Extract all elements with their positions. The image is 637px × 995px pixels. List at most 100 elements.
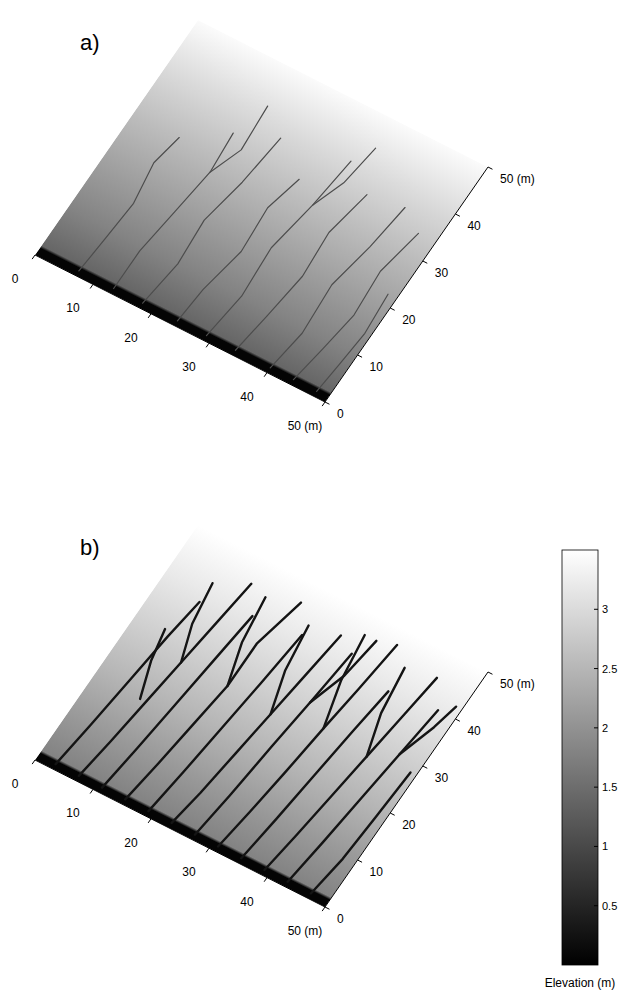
colorbar-scale <box>562 550 598 965</box>
figure: 01020304050 (m)01020304050 (m)a)01020304… <box>0 0 637 995</box>
channel <box>148 635 302 811</box>
x-tick <box>32 255 35 259</box>
y-tick-label: 10 <box>370 865 384 879</box>
x-tick-label: 50 (m) <box>288 924 323 938</box>
x-tick-label: 50 (m) <box>288 419 323 433</box>
y-tick-label: 50 (m) <box>500 172 535 186</box>
x-tick <box>206 343 209 347</box>
x-tick-label: 10 <box>66 806 80 820</box>
x-tick <box>264 373 267 377</box>
panel: 0 10 20 30 40 50 (m) 0 10 20 30 40 50 (m) a) <box>12 20 535 433</box>
x-tick-label: 20 <box>124 836 138 850</box>
y-tick <box>423 261 427 263</box>
y-tick <box>325 402 329 404</box>
x-tick <box>90 284 93 288</box>
y-tick-label: 10 <box>370 360 384 374</box>
colorbar-tick <box>594 727 598 728</box>
channel <box>195 654 352 835</box>
plot-area <box>35 20 488 402</box>
x-tick <box>322 907 325 911</box>
elevation-surface <box>35 525 488 907</box>
x-tick-label: 0 <box>12 777 19 791</box>
channel <box>313 148 376 205</box>
y-tick <box>455 214 459 216</box>
channel <box>79 138 179 271</box>
y-axis-line <box>325 167 488 402</box>
channel <box>102 616 252 788</box>
x-tick <box>206 848 209 852</box>
colorbar-tick <box>594 787 598 788</box>
y-tick-label: 40 <box>467 219 481 233</box>
y-tick <box>423 766 427 768</box>
channel <box>79 584 251 776</box>
channel <box>367 668 405 757</box>
x-tick <box>148 314 151 318</box>
y-tick-label: 20 <box>402 818 416 832</box>
y-tick <box>358 860 362 862</box>
x-tick-label: 30 <box>182 865 196 879</box>
channel <box>323 635 364 728</box>
channel <box>172 636 341 823</box>
y-tick <box>488 167 492 169</box>
channel <box>288 710 438 882</box>
x-tick-label: 40 <box>240 895 254 909</box>
x-tick <box>148 819 151 823</box>
colorbar-tick <box>594 846 598 847</box>
channel <box>317 294 388 391</box>
colorbar-tick-label: 2.5 <box>602 663 617 675</box>
y-tick-label: 30 <box>435 266 449 280</box>
y-tick-label: 40 <box>467 724 481 738</box>
y-axis-line <box>325 672 488 907</box>
channel <box>140 629 165 699</box>
channel <box>270 208 405 368</box>
channel <box>181 583 213 662</box>
colorbar-tick-label: 1.5 <box>602 781 617 793</box>
y-tick-label: 20 <box>402 313 416 327</box>
x-tick-label: 30 <box>182 360 196 374</box>
y-tick-label: 0 <box>337 912 344 926</box>
y-tick <box>358 355 362 357</box>
x-tick-label: 40 <box>240 390 254 404</box>
x-axis-line <box>35 760 325 907</box>
colorbar-title: Elevation (m) <box>545 976 616 990</box>
channel <box>264 678 436 870</box>
channel <box>114 133 234 288</box>
x-tick <box>90 789 93 793</box>
x-tick-label: 20 <box>124 331 138 345</box>
colorbar-tick-label: 3 <box>602 603 608 615</box>
panel-label: a) <box>80 30 100 55</box>
panel: 0 10 20 30 40 50 (m) 0 10 20 30 40 50 (m) b) <box>12 525 535 938</box>
y-tick <box>455 719 459 721</box>
y-tick <box>390 308 394 310</box>
y-tick <box>390 813 394 815</box>
channel <box>311 772 411 893</box>
channel <box>206 161 351 335</box>
colorbar: 0.5 1 1.5 2 2.5 3 Elevation (m) <box>545 550 618 990</box>
plot-area <box>35 525 488 907</box>
colorbar-tick <box>594 668 598 669</box>
channel <box>210 106 268 172</box>
x-tick-label: 0 <box>12 272 19 286</box>
channel <box>235 195 366 351</box>
y-tick <box>488 672 492 674</box>
channel <box>310 641 376 703</box>
x-axis-line <box>35 255 325 402</box>
y-tick-label: 50 (m) <box>500 677 535 691</box>
panel-label: b) <box>80 535 100 560</box>
x-tick-label: 10 <box>66 301 80 315</box>
x-tick <box>264 878 267 882</box>
elevation-surface <box>35 20 488 402</box>
colorbar-tick <box>594 905 598 906</box>
colorbar-tick <box>594 609 598 610</box>
x-tick <box>322 402 325 406</box>
colorbar-tick-label: 1 <box>602 840 608 852</box>
colorbar-tick-label: 0.5 <box>602 900 617 912</box>
channel <box>241 691 388 858</box>
y-tick <box>325 907 329 909</box>
channel <box>227 597 265 686</box>
y-tick-label: 30 <box>435 771 449 785</box>
x-tick <box>32 760 35 764</box>
colorbar-tick-label: 2 <box>602 722 608 734</box>
y-tick-label: 0 <box>337 407 344 421</box>
channel <box>271 626 309 715</box>
